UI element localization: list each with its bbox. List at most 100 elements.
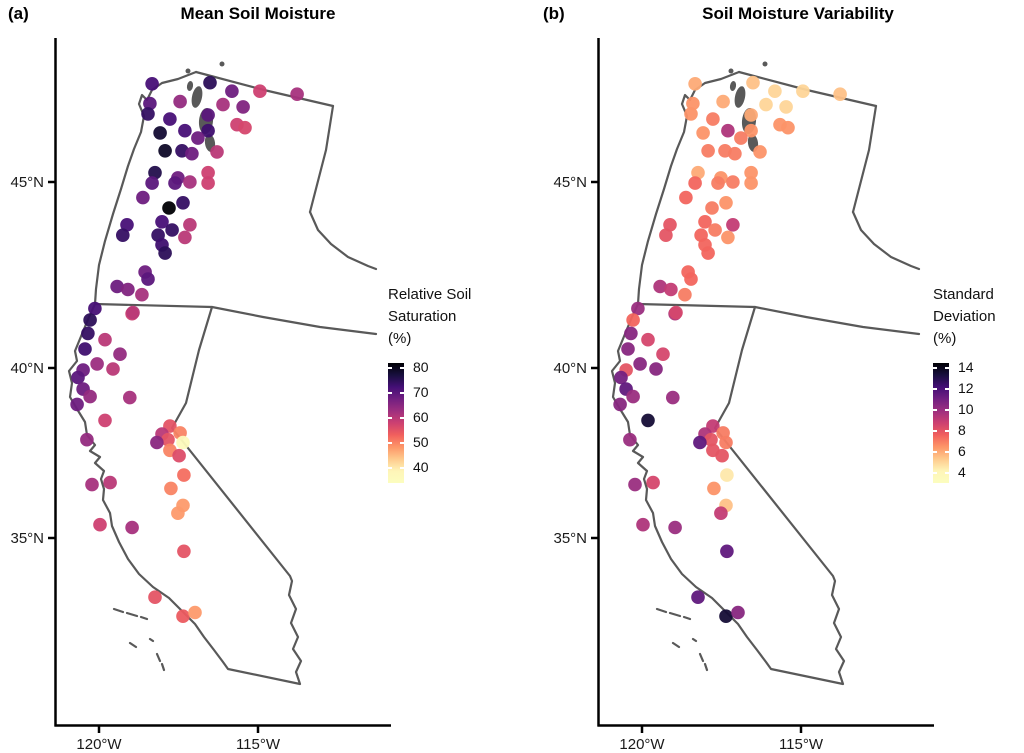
station-dot [80, 432, 94, 447]
map-outline-group [67, 61, 378, 686]
station-dot [668, 520, 682, 535]
station-dot [626, 313, 640, 327]
station-dot [659, 228, 673, 242]
y-axis-tick-label: 45°N [10, 174, 44, 191]
colorbar-tick-mark [945, 367, 949, 370]
y-axis-tick-label: 45°N [553, 174, 587, 191]
station-dot [173, 94, 187, 109]
station-dot [236, 100, 250, 114]
station-dot [664, 282, 678, 297]
station-dot [216, 97, 230, 112]
legend-title-line: Deviation [933, 308, 996, 325]
state-outline [851, 210, 921, 271]
station-dot [177, 544, 191, 559]
station-dot [696, 126, 710, 140]
station-dot [253, 84, 267, 98]
station-dot [290, 87, 304, 101]
station-dot [704, 432, 718, 447]
station-dot [145, 77, 159, 91]
station-dot [201, 123, 215, 138]
station-dot [148, 165, 162, 180]
station-dot [698, 215, 712, 229]
station-dot [136, 190, 150, 205]
station-dot [678, 287, 692, 302]
panel-label-a: (a) [8, 4, 29, 23]
station-dot [623, 432, 637, 447]
water-body [219, 61, 225, 67]
station-dot [614, 370, 628, 385]
state-outline [308, 210, 378, 271]
station-dot [684, 107, 698, 121]
colorbar-tick-mark [388, 442, 392, 444]
station-dot [716, 94, 730, 109]
legend-mean-soil-moisture: Relative Soil Saturation (%) 80 70 60 50 40 [388, 284, 508, 483]
colorbar-tick-mark [400, 367, 404, 369]
station-dot [176, 196, 190, 210]
station-dot [150, 435, 164, 450]
station-dot [177, 468, 191, 482]
station-dot [71, 370, 85, 385]
station-dot [148, 590, 162, 604]
colorbar-tick-mark [945, 450, 949, 453]
legend-title-line: Saturation [388, 308, 457, 325]
colorbar-tick-mark [933, 388, 937, 391]
colorbar-gradient [933, 363, 949, 483]
station-dot [178, 230, 192, 245]
station-dot [176, 609, 190, 623]
station-dot [210, 145, 224, 159]
colorbar-tick-mark [388, 392, 392, 394]
legend-title-line: (%) [933, 330, 957, 347]
colorbar-tick-mark [933, 409, 937, 411]
station-dot [171, 506, 185, 520]
station-dot [721, 230, 735, 245]
colorbar-tick-mark [933, 450, 937, 453]
station-dot [768, 84, 782, 98]
colorbar-tick-mark [400, 467, 404, 469]
station-dot [663, 218, 677, 232]
station-dot [621, 342, 635, 356]
station-dot [720, 468, 734, 482]
water-body [734, 86, 746, 108]
station-dot [103, 475, 117, 490]
station-dot [719, 196, 733, 210]
station-dot [653, 279, 667, 294]
station-dot [744, 108, 758, 122]
state-outline [308, 104, 335, 214]
colorbar-tick-label: 60 [413, 409, 429, 425]
colorbar-tick-label: 80 [413, 359, 429, 375]
station-dot [191, 131, 205, 145]
station-dot [701, 144, 715, 158]
station-dot [201, 165, 215, 180]
colorbar-tick-label: 70 [413, 384, 429, 400]
station-dot [626, 389, 640, 404]
colorbar-tick-mark [945, 388, 949, 391]
state-outline [210, 305, 378, 336]
station-dot [88, 301, 102, 316]
station-dot [123, 390, 137, 405]
colorbar-tick-label: 6 [958, 442, 966, 459]
legend-title: Relative Soil Saturation (%) [388, 284, 508, 350]
station-dot [120, 218, 134, 232]
water-body [186, 81, 194, 91]
station-dot [165, 223, 179, 237]
station-dot [726, 218, 740, 232]
colorbar-tick-mark [933, 471, 937, 474]
station-dot [728, 146, 742, 161]
station-dot [83, 313, 97, 327]
colorbar-tick-label: 10 [958, 401, 974, 417]
x-axis-tick-label: 120°W [619, 736, 665, 753]
station-dot [688, 176, 702, 190]
station-dot [744, 123, 758, 138]
colorbar-tick-label: 40 [413, 459, 429, 475]
colorbar-tick-mark [388, 367, 392, 369]
station-dot [162, 201, 176, 215]
station-dot [641, 413, 655, 428]
station-dot [705, 201, 719, 215]
station-dot [701, 246, 715, 260]
station-dot [753, 145, 767, 159]
station-dot [796, 84, 810, 98]
station-dot [176, 435, 190, 450]
station-dot [161, 432, 175, 447]
colorbar-tick-label: 8 [958, 421, 966, 438]
